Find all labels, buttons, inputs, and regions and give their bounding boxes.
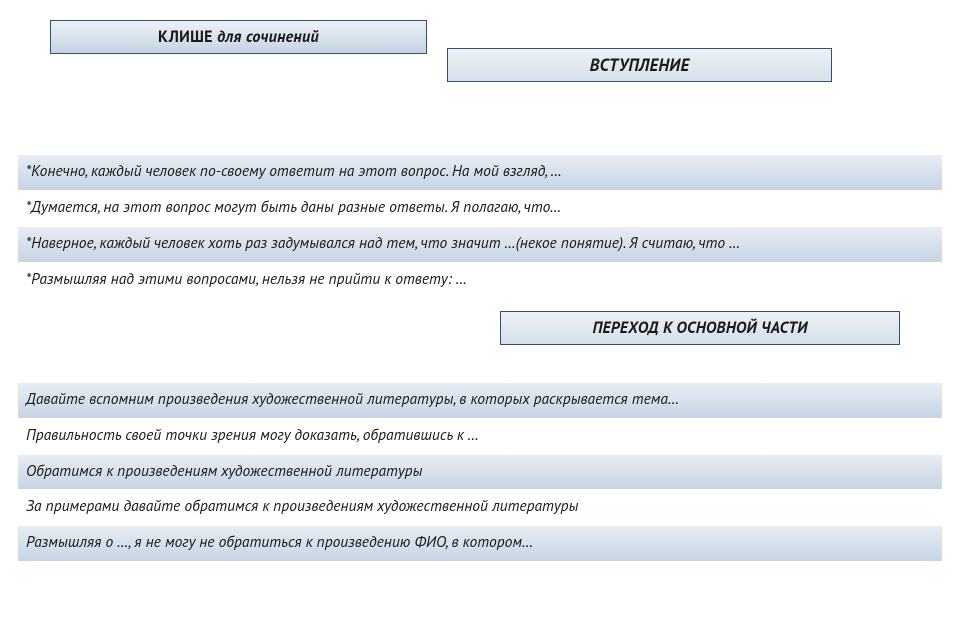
mid-label-wrap: ПЕРЕХОД К ОСНОВНОЙ ЧАСТИ	[0, 299, 960, 353]
list-item: Правильность своей точки зрения могу док…	[18, 419, 942, 455]
title-prefix: КЛИШЕ	[158, 27, 213, 47]
mid-label-text: ПЕРЕХОД К ОСНОВНОЙ ЧАСТИ	[592, 318, 807, 338]
list-item: Давайте вспомним произведения художестве…	[18, 383, 942, 419]
gap-2	[0, 353, 960, 383]
list-item: *Наверное, каждый человек хоть раз задум…	[18, 227, 942, 263]
mid-label-box: ПЕРЕХОД К ОСНОВНОЙ ЧАСТИ	[500, 311, 900, 345]
body-list: Давайте вспомним произведения художестве…	[0, 383, 960, 563]
intro-list: *Конечно, каждый человек по-своему ответ…	[0, 155, 960, 299]
title-rest: для сочинений	[213, 27, 319, 47]
list-item: Обратимся к произведениям художественной…	[18, 455, 942, 491]
list-item: *Размышляя над этими вопросами, нельзя н…	[18, 263, 942, 299]
list-item: За примерами давайте обратимся к произве…	[18, 490, 942, 526]
subtitle-box: ВСТУПЛЕНИЕ	[447, 48, 832, 82]
title-box: КЛИШЕ для сочинений	[50, 20, 427, 54]
subtitle-text: ВСТУПЛЕНИЕ	[590, 54, 690, 76]
list-item: *Конечно, каждый человек по-своему ответ…	[18, 155, 942, 191]
list-item: *Думается, на этот вопрос могут быть дан…	[18, 191, 942, 227]
gap-1	[0, 100, 960, 155]
header-region: КЛИШЕ для сочинений ВСТУПЛЕНИЕ	[0, 0, 960, 100]
list-item: Размышляя о …, я не могу не обратиться к…	[18, 526, 942, 562]
